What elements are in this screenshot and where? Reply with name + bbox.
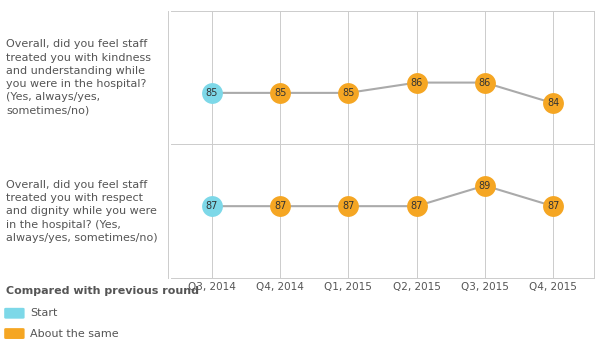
Text: 87: 87 [547,201,559,211]
Text: 85: 85 [342,88,355,98]
Text: 85: 85 [274,88,286,98]
Text: 87: 87 [342,201,355,211]
Text: Overall, did you feel staff
treated you with kindness
and understanding while
yo: Overall, did you feel staff treated you … [6,40,151,116]
Text: 87: 87 [274,201,286,211]
Text: Overall, did you feel staff
treated you with respect
and dignity while you were
: Overall, did you feel staff treated you … [6,180,158,243]
Text: 89: 89 [479,181,491,190]
Text: Compared with previous round: Compared with previous round [6,286,199,296]
Text: 86: 86 [479,78,491,88]
Text: 86: 86 [410,78,423,88]
Text: 84: 84 [547,98,559,108]
Text: 87: 87 [206,201,218,211]
Text: About the same: About the same [30,329,119,338]
Text: 85: 85 [206,88,218,98]
Text: 87: 87 [410,201,423,211]
Text: Start: Start [30,308,58,318]
